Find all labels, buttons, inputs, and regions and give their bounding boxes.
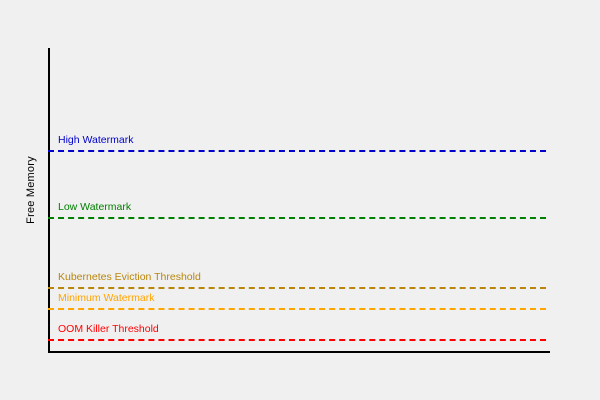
threshold-label-oom-killer: OOM Killer Threshold [58, 323, 159, 335]
threshold-line-minimum-watermark [48, 308, 546, 310]
threshold-label-high-watermark: High Watermark [58, 134, 134, 146]
threshold-line-low-watermark [48, 217, 546, 219]
y-axis-spine [48, 48, 50, 353]
threshold-line-high-watermark [48, 150, 546, 152]
x-axis-spine [48, 351, 550, 353]
threshold-label-kubernetes-eviction: Kubernetes Eviction Threshold [58, 271, 201, 283]
threshold-line-oom-killer [48, 339, 546, 341]
threshold-label-minimum-watermark: Minimum Watermark [58, 292, 155, 304]
threshold-label-low-watermark: Low Watermark [58, 201, 132, 213]
threshold-line-kubernetes-eviction [48, 287, 546, 289]
y-axis-label: Free Memory [25, 156, 37, 224]
